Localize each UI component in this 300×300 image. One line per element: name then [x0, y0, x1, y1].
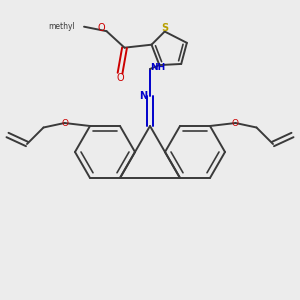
Text: N: N — [139, 91, 148, 101]
Text: O: O — [61, 118, 68, 127]
Text: O: O — [116, 73, 124, 83]
Text: O: O — [232, 118, 239, 127]
Text: S: S — [161, 23, 168, 33]
Text: NH: NH — [150, 63, 165, 72]
Text: O: O — [97, 23, 105, 33]
Text: methyl: methyl — [48, 22, 75, 31]
